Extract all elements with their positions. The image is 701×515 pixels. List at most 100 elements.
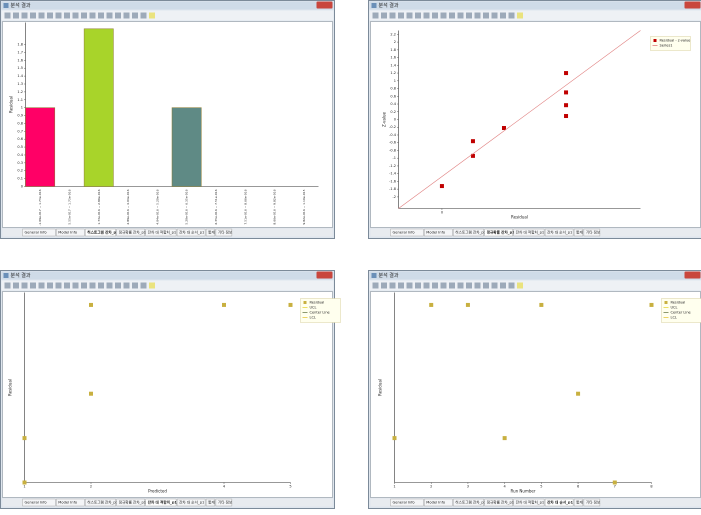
toolbar-button[interactable] xyxy=(90,283,96,289)
y-axis-label: Z-value xyxy=(382,111,387,126)
y-tick-label: 1.4 xyxy=(390,63,396,67)
toolbar-button[interactable] xyxy=(107,283,113,289)
toolbar-button[interactable] xyxy=(30,13,36,19)
tab-label: 잔차 대 적합치_p1 xyxy=(148,230,177,235)
tab-label: 기타 정보 xyxy=(218,230,233,235)
toolbar-button[interactable] xyxy=(98,13,104,19)
toolbar-button[interactable] xyxy=(466,283,472,289)
close-button[interactable] xyxy=(317,272,333,279)
toolbar-button[interactable] xyxy=(141,13,147,19)
point xyxy=(564,103,568,107)
y-tick-label: -0.8 xyxy=(389,148,396,152)
toolbar-button[interactable] xyxy=(517,283,523,289)
tab-label: 잔차 대 적합치_p1 xyxy=(148,500,178,505)
toolbar-button[interactable] xyxy=(47,283,53,289)
toolbar-button[interactable] xyxy=(432,283,438,289)
toolbar-button[interactable] xyxy=(475,13,481,19)
close-button[interactable] xyxy=(317,2,333,9)
toolbar-button[interactable] xyxy=(132,13,138,19)
y-tick-label: 0.6 xyxy=(17,137,23,141)
toolbar-button[interactable] xyxy=(424,283,430,289)
toolbar-button[interactable] xyxy=(500,283,506,289)
toolbar-button[interactable] xyxy=(407,13,413,19)
toolbar-button[interactable] xyxy=(441,283,447,289)
toolbar-button[interactable] xyxy=(56,13,62,19)
toolbar-button[interactable] xyxy=(449,13,455,19)
toolbar-button[interactable] xyxy=(390,13,396,19)
toolbar-button[interactable] xyxy=(13,13,19,19)
toolbar-button[interactable] xyxy=(13,283,19,289)
toolbar-button[interactable] xyxy=(39,13,45,19)
toolbar-button[interactable] xyxy=(475,283,481,289)
toolbar-button[interactable] xyxy=(132,283,138,289)
toolbar-button[interactable] xyxy=(107,13,113,19)
toolbar-button[interactable] xyxy=(441,13,447,19)
close-button[interactable] xyxy=(685,272,701,279)
toolbar-button[interactable] xyxy=(115,13,121,19)
toolbar-button[interactable] xyxy=(466,13,472,19)
toolbar-button[interactable] xyxy=(47,13,53,19)
tab-label: 기타 정보 xyxy=(218,500,233,505)
y-tick-label: 1.8 xyxy=(17,43,23,47)
toolbar-button[interactable] xyxy=(124,13,130,19)
toolbar-button[interactable] xyxy=(424,13,430,19)
toolbar-button[interactable] xyxy=(492,13,498,19)
toolbar-button[interactable] xyxy=(373,13,379,19)
toolbar-button[interactable] xyxy=(5,13,11,19)
toolbar-button[interactable] xyxy=(22,283,28,289)
toolbar-button[interactable] xyxy=(39,283,45,289)
legend-label: UCL xyxy=(671,306,678,310)
toolbar-button[interactable] xyxy=(81,283,87,289)
toolbar-button[interactable] xyxy=(73,13,79,19)
tab-label: 통계 xyxy=(576,230,583,235)
toolbar-button[interactable] xyxy=(90,13,96,19)
toolbar-button[interactable] xyxy=(124,283,130,289)
toolbar-button[interactable] xyxy=(373,283,379,289)
app-icon xyxy=(372,3,377,8)
toolbar-button[interactable] xyxy=(381,13,387,19)
close-button[interactable] xyxy=(685,2,701,9)
toolbar-button[interactable] xyxy=(398,13,404,19)
tab-label: General Info xyxy=(393,231,415,235)
toolbar-button[interactable] xyxy=(492,283,498,289)
toolbar-button[interactable] xyxy=(517,13,523,19)
toolbar-button[interactable] xyxy=(381,283,387,289)
toolbar-button[interactable] xyxy=(415,283,421,289)
toolbar-button[interactable] xyxy=(449,283,455,289)
toolbar-button[interactable] xyxy=(500,13,506,19)
point xyxy=(650,303,654,307)
point xyxy=(393,436,397,440)
toolbar-button[interactable] xyxy=(149,283,155,289)
toolbar-button[interactable] xyxy=(458,13,464,19)
toolbar-button[interactable] xyxy=(509,13,515,19)
toolbar-button[interactable] xyxy=(398,283,404,289)
toolbar-button[interactable] xyxy=(115,283,121,289)
x-tick-label: 4.04e-016 ~ 5.20e-016 xyxy=(155,189,159,224)
toolbar-button[interactable] xyxy=(509,283,515,289)
toolbar-button[interactable] xyxy=(5,283,11,289)
toolbar-button[interactable] xyxy=(432,13,438,19)
y-tick-label: 0.5 xyxy=(17,145,23,149)
tab-label: 잔차 대 순서_p1 xyxy=(547,230,572,235)
point xyxy=(502,126,506,130)
x-tick-label: 9.82e-016 ~ 1.10e-015 xyxy=(302,189,306,224)
toolbar-button[interactable] xyxy=(407,283,413,289)
y-tick-label: 1.1 xyxy=(17,98,23,102)
toolbar-button[interactable] xyxy=(30,283,36,289)
toolbar-button[interactable] xyxy=(98,283,104,289)
toolbar-button[interactable] xyxy=(64,283,70,289)
y-tick-label: 1.4 xyxy=(17,74,23,78)
toolbar-button[interactable] xyxy=(81,13,87,19)
toolbar-button[interactable] xyxy=(22,13,28,19)
toolbar-button[interactable] xyxy=(458,283,464,289)
toolbar-button[interactable] xyxy=(141,283,147,289)
chart-panel xyxy=(371,22,701,228)
toolbar-button[interactable] xyxy=(73,283,79,289)
toolbar-button[interactable] xyxy=(483,283,489,289)
toolbar-button[interactable] xyxy=(64,13,70,19)
toolbar-button[interactable] xyxy=(390,283,396,289)
toolbar-button[interactable] xyxy=(483,13,489,19)
toolbar-button[interactable] xyxy=(415,13,421,19)
toolbar-button[interactable] xyxy=(149,13,155,19)
toolbar-button[interactable] xyxy=(56,283,62,289)
